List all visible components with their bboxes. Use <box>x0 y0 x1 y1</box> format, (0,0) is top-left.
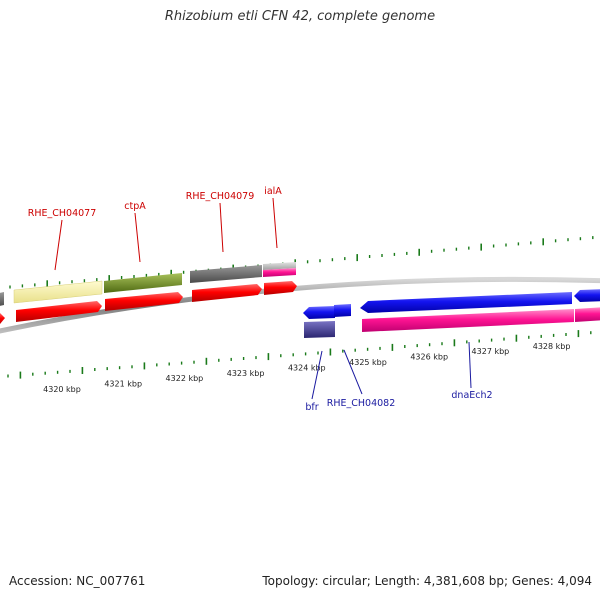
cds-arrow-partial[interactable] <box>0 313 5 325</box>
outer-tick-row <box>9 236 594 289</box>
gene-bar-next[interactable] <box>575 307 600 322</box>
gene-bar-iala-top[interactable] <box>263 262 296 270</box>
ruler-tick-label: 4321 kbp <box>104 380 142 389</box>
cds-arrow-rhe-ch04077[interactable] <box>16 301 102 322</box>
forward-category-row <box>0 262 296 307</box>
cds-arrow-next[interactable] <box>574 289 600 302</box>
gene-bar-ctpa[interactable] <box>104 273 182 293</box>
forward-label-group: RHE_CH04077 ctpA RHE_CH04079 ialA <box>28 186 282 271</box>
backbone-arc <box>0 276 600 334</box>
reverse-category-row <box>304 307 600 338</box>
gene-label-ctpa[interactable]: ctpA <box>124 201 146 212</box>
gene-bar-bfr[interactable] <box>304 321 335 338</box>
genome-summary-text: Topology: circular; Length: 4,381,608 bp… <box>262 574 592 588</box>
leader-line <box>54 219 63 271</box>
gene-bar-rhe-ch04079[interactable] <box>190 265 262 283</box>
inner-tick-row <box>7 330 592 379</box>
cds-arrow-iala[interactable] <box>264 281 297 295</box>
cds-arrow-ctpa[interactable] <box>105 292 183 311</box>
leader-line <box>272 197 278 249</box>
ruler-tick-label: 4320 kbp <box>43 385 81 394</box>
cds-arrow-bfr[interactable] <box>303 306 335 319</box>
gene-label-rhe-ch04082[interactable]: RHE_CH04082 <box>327 398 396 409</box>
gene-bar-rhe-ch04077[interactable] <box>13 280 103 304</box>
map-title: Rhizobium etli CFN 42, complete genome <box>164 9 436 24</box>
reverse-cds-row <box>303 289 600 319</box>
gene-bar-dnaech2[interactable] <box>362 309 574 332</box>
ruler-tick-label: 4323 kbp <box>227 369 265 378</box>
accession-text: Accession: NC_007761 <box>9 574 146 588</box>
gene-label-bfr[interactable]: bfr <box>305 402 318 413</box>
ruler-labels: 4320 kbp 4321 kbp 4322 kbp 4323 kbp 4324 kbp… <box>43 342 570 394</box>
cds-arrow-rhe-ch04082[interactable] <box>334 304 351 317</box>
gene-label-dnaech2[interactable]: dnaEch2 <box>451 390 492 401</box>
ruler-tick-label: 4322 kbp <box>166 374 204 383</box>
ruler-tick-label: 4327 kbp <box>472 347 510 356</box>
leader-line <box>468 341 472 389</box>
gene-bar-iala-bottom[interactable] <box>263 268 296 277</box>
leader-line <box>343 349 363 395</box>
cds-arrow-rhe-ch04079[interactable] <box>192 284 262 302</box>
ruler-tick-label: 4326 kbp <box>410 353 448 362</box>
leader-line <box>134 212 141 263</box>
gene-label-rhe-ch04077[interactable]: RHE_CH04077 <box>28 208 97 219</box>
leader-line <box>219 202 224 253</box>
cds-arrow-dnaech2[interactable] <box>360 292 572 313</box>
ruler-tick-label: 4328 kbp <box>533 342 571 351</box>
gene-bar-partial[interactable] <box>0 292 4 307</box>
reverse-label-group: bfr RHE_CH04082 dnaEch2 <box>305 341 493 413</box>
ruler-tick-label: 4325 kbp <box>349 358 387 367</box>
gene-label-iala[interactable]: ialA <box>264 186 282 197</box>
leader-line <box>311 350 323 400</box>
gene-label-rhe-ch04079[interactable]: RHE_CH04079 <box>186 191 255 202</box>
ruler-tick-label: 4324 kbp <box>288 363 326 372</box>
forward-cds-row <box>0 281 297 325</box>
